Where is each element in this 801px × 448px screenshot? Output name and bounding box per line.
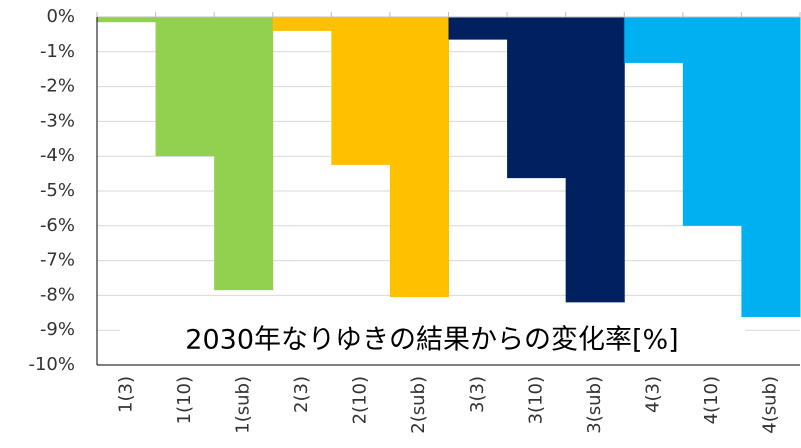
y-tick-label: -7% (40, 250, 75, 271)
bar (682, 17, 742, 226)
y-tick-label: -6% (40, 215, 75, 236)
x-tick-label: 3(10) (525, 376, 546, 424)
y-tick-label: -10% (28, 354, 75, 375)
bar (155, 17, 215, 157)
bar (272, 17, 332, 31)
bar (97, 17, 157, 23)
x-tick-label: 4(3) (643, 376, 664, 413)
x-tick-label: 1(sub) (232, 376, 253, 434)
y-tick-label: -3% (40, 110, 75, 131)
x-tick-label: 2(sub) (408, 376, 429, 434)
x-tick-label: 2(10) (350, 376, 371, 424)
y-tick-label: -8% (40, 284, 75, 305)
y-tick-label: -5% (40, 180, 75, 201)
annotation: 2030年なりゆきの結果からの変化率[%] (185, 325, 678, 356)
x-tick-label: 4(10) (701, 376, 722, 424)
bar (741, 17, 801, 317)
x-tick-label: 1(10) (174, 376, 195, 424)
annotation-box (120, 318, 745, 362)
y-tick-label: -9% (40, 319, 75, 340)
bar (448, 17, 508, 40)
bar (507, 17, 567, 179)
x-tick-label: 3(3) (467, 376, 488, 413)
y-tick-label: -1% (40, 41, 75, 62)
x-tick-label: 1(3) (115, 376, 136, 413)
bar (214, 17, 274, 291)
x-tick-label: 4(sub) (760, 376, 781, 434)
y-tick-label: 0% (46, 6, 75, 27)
bar (565, 17, 625, 303)
bar (389, 17, 449, 298)
bar (331, 17, 391, 165)
y-tick-label: -4% (40, 145, 75, 166)
bar (624, 17, 684, 63)
x-tick-label: 3(sub) (584, 376, 605, 434)
x-tick-label: 2(3) (291, 376, 312, 413)
y-tick-label: -2% (40, 76, 75, 97)
